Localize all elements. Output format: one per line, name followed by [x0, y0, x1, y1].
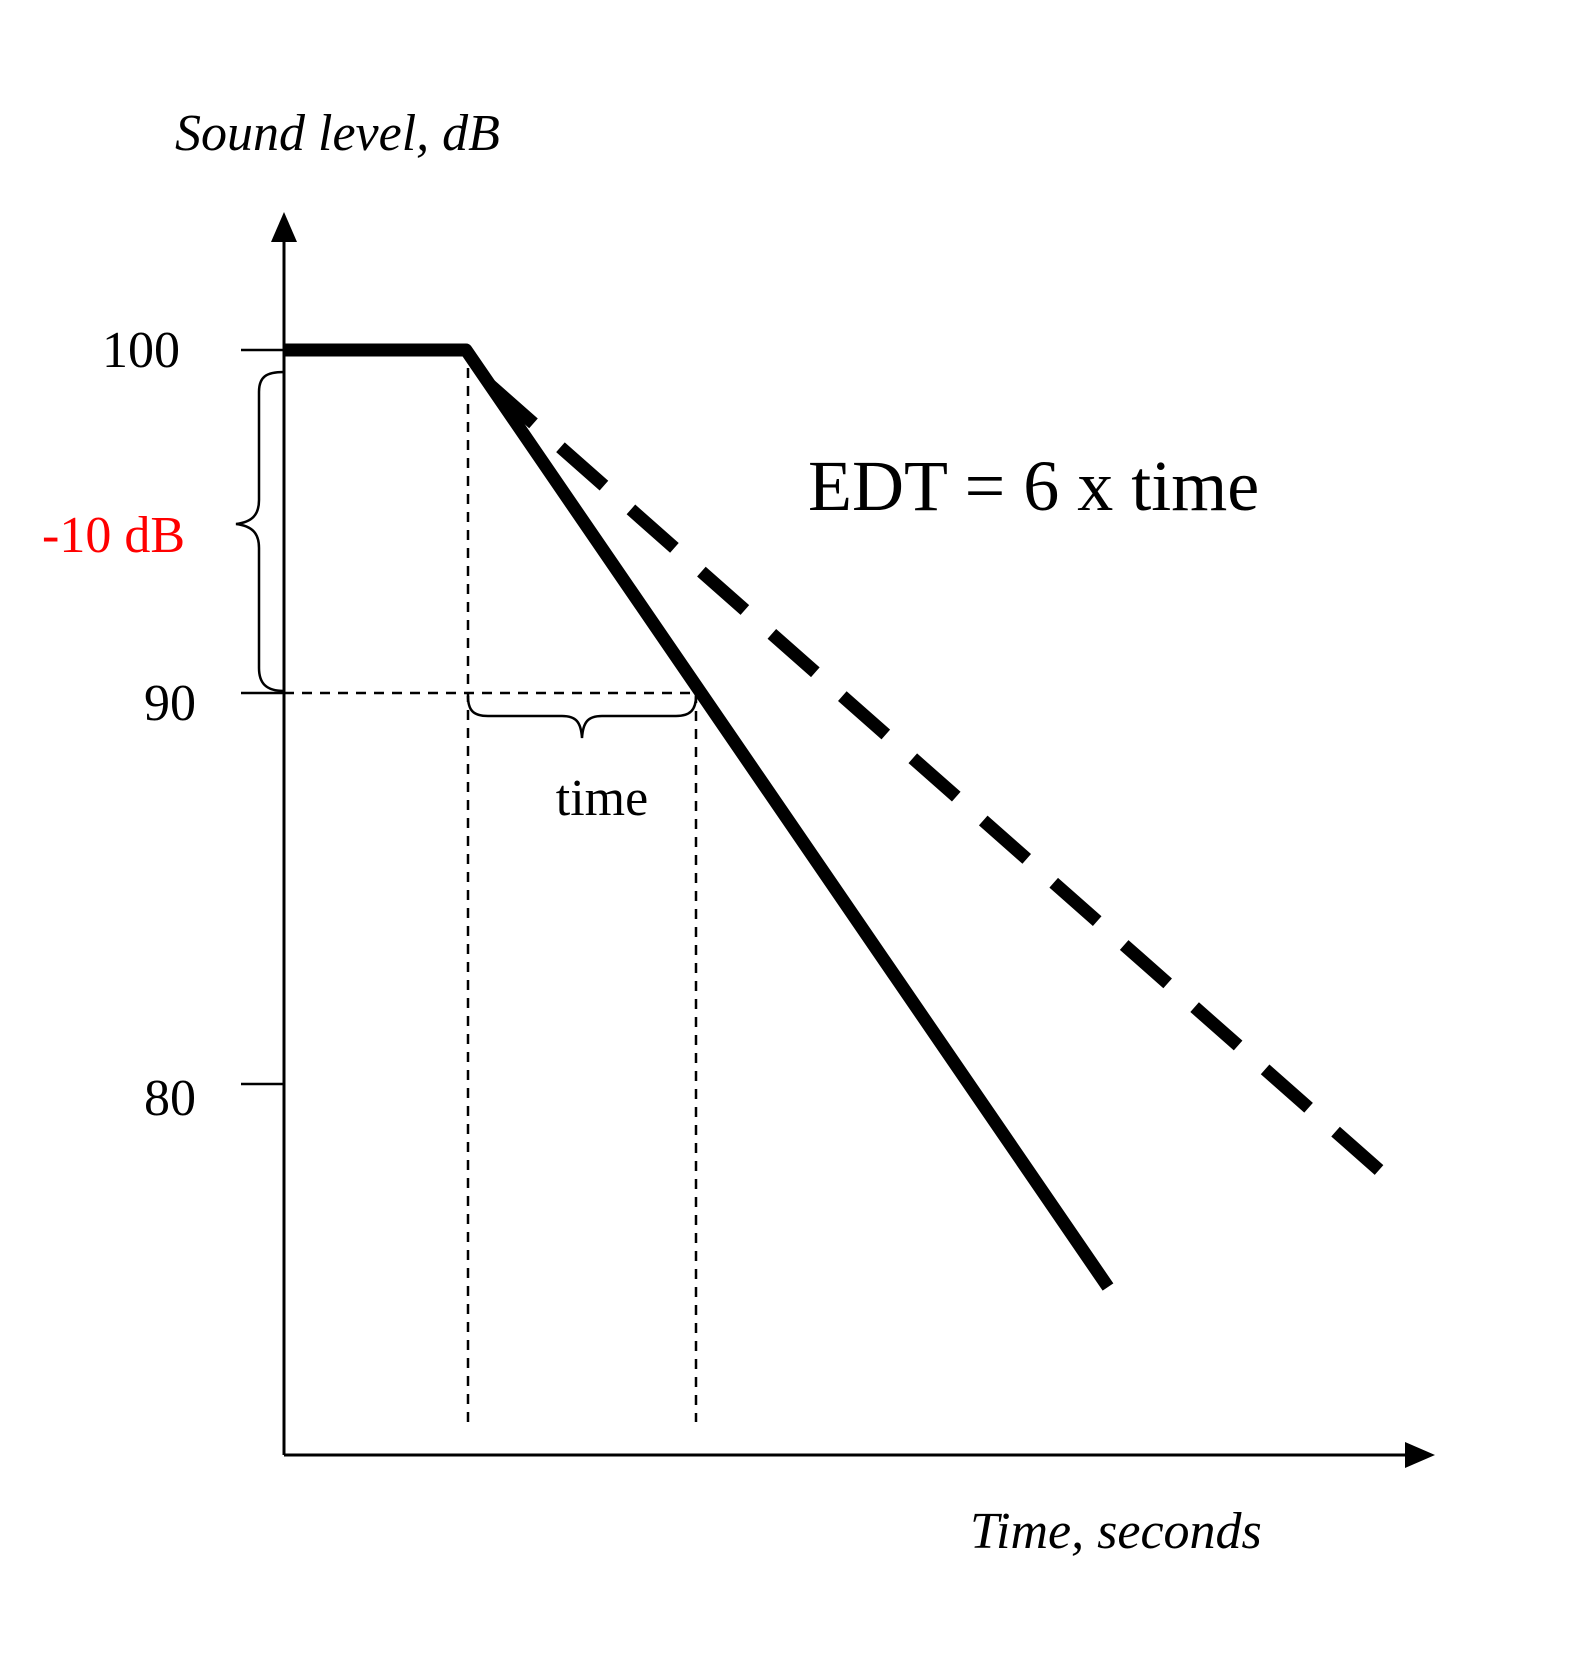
y-axis-title: Sound level, dB	[175, 105, 500, 162]
x-axis-arrowhead	[1405, 1442, 1435, 1468]
y-tick-label-90: 90	[144, 675, 196, 732]
interval-label: time	[556, 770, 648, 827]
y-tick-label-100: 100	[102, 322, 180, 379]
x-axis-title: Time, seconds	[970, 1503, 1262, 1560]
y-tick-label-80: 80	[144, 1070, 196, 1127]
decay-curve-solid	[284, 343, 1114, 1291]
decay-curve-dashed	[485, 380, 1392, 1182]
y-axis-arrowhead	[271, 212, 297, 242]
decay-brace	[235, 370, 285, 693]
decay-annotation-label: -10 dB	[42, 507, 185, 564]
interval-brace	[466, 695, 698, 739]
edt-formula: EDT = 6 x time	[808, 446, 1259, 526]
